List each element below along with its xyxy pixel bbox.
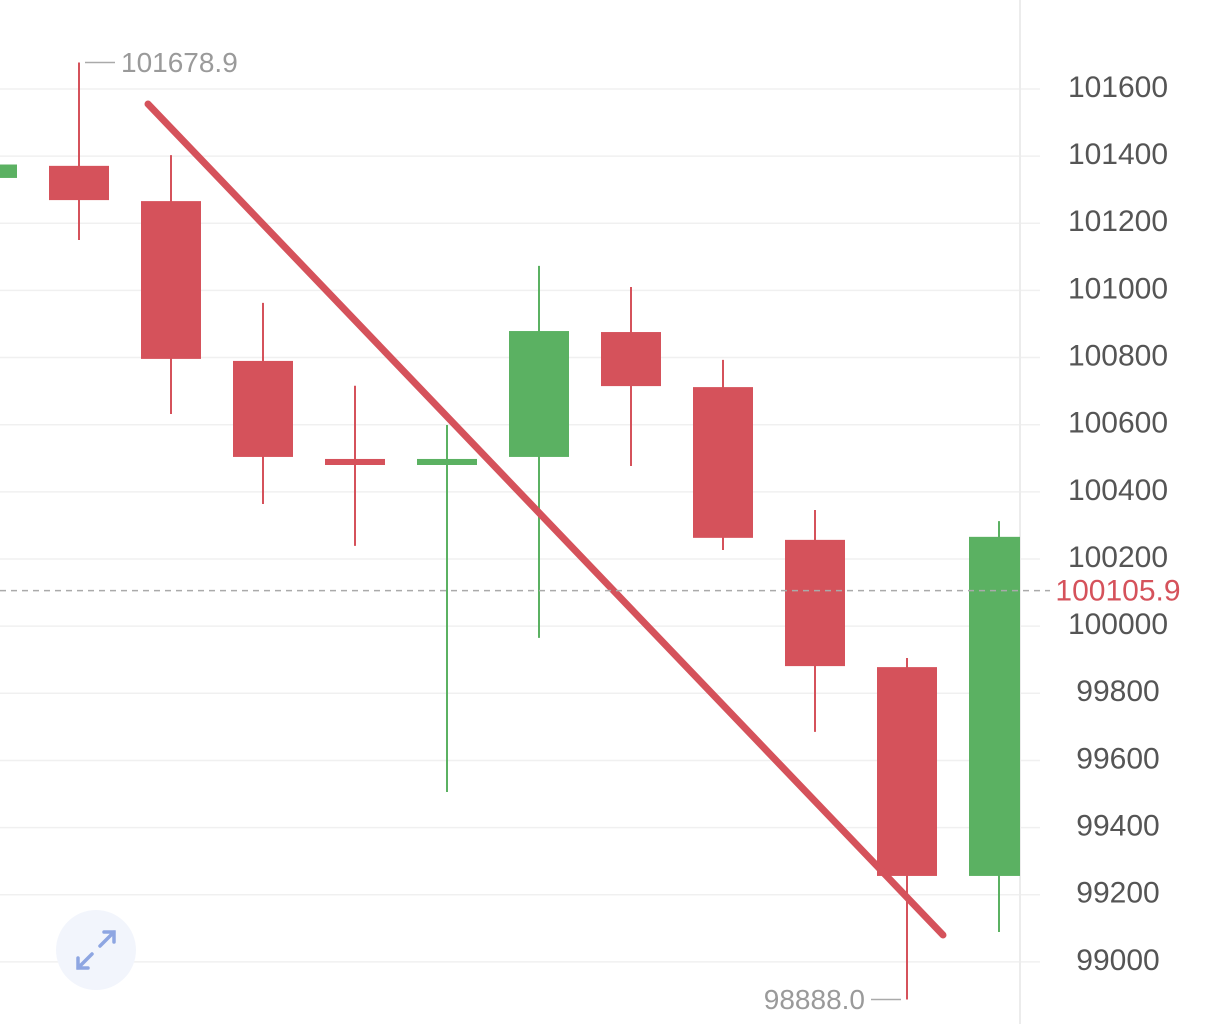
candle-body [417,458,477,465]
candle-body [969,536,1020,876]
y-tick-label: 100200 [1068,541,1168,574]
y-tick-label: 101000 [1068,272,1168,305]
candle-body [0,164,17,178]
y-tick-label: 99000 [1076,944,1159,977]
candle-body [693,387,753,538]
y-tick-label: 99400 [1076,810,1159,843]
candle-body [325,458,385,465]
candle-body [877,667,937,876]
y-tick-label: 100800 [1068,339,1168,372]
candle-body [509,331,569,457]
high-label: 101678.9 [121,47,238,78]
last-price-label: 100105.9 [1055,575,1180,608]
y-tick-label: 100000 [1068,608,1168,641]
y-tick-label: 99600 [1076,742,1159,775]
candle-body [785,539,845,667]
candle-body [49,165,109,201]
y-tick-label: 101200 [1068,205,1168,238]
low-label: 98888.0 [764,984,865,1015]
y-tick-label: 101600 [1068,71,1168,104]
candle-body [601,332,661,387]
expand-button[interactable] [56,910,136,990]
y-tick-label: 99800 [1076,675,1159,708]
candle-body [141,201,201,359]
last-price-bg [1050,572,1216,609]
y-tick-label: 101400 [1068,138,1168,171]
trend-line[interactable] [144,100,947,939]
y-tick-label: 100600 [1068,407,1168,440]
candle-body [233,360,293,457]
y-tick-label: 100400 [1068,474,1168,507]
y-tick-label: 99200 [1076,877,1159,910]
